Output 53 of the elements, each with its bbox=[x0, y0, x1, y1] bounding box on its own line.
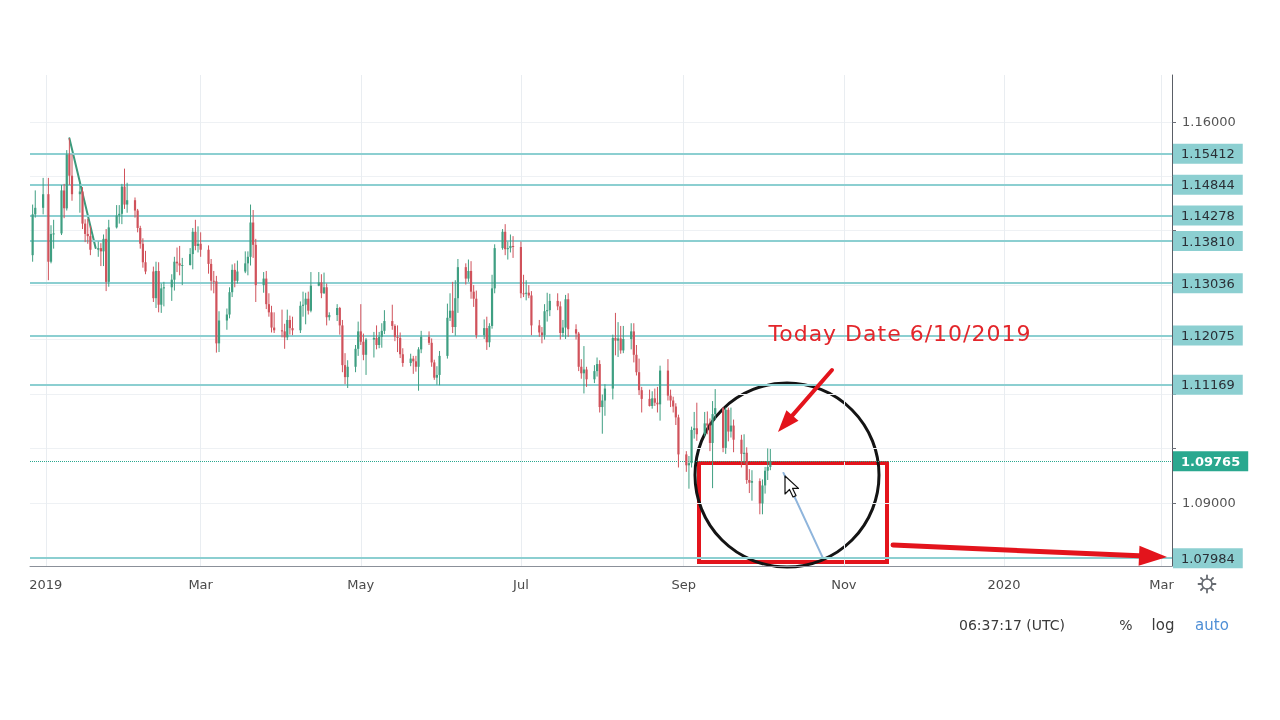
x-tick-label: Mar bbox=[1149, 577, 1175, 592]
ref-line-label: 1.15412 bbox=[1181, 146, 1235, 162]
candlestick bbox=[42, 177, 45, 215]
candlestick bbox=[126, 182, 129, 214]
text: log bbox=[1151, 616, 1175, 634]
text: 06:37:17 (UTC) bbox=[958, 617, 1066, 633]
candlestick bbox=[307, 291, 310, 316]
x-tick-label: 2020 bbox=[987, 577, 1021, 592]
text: auto bbox=[1195, 616, 1229, 634]
ref-line-label: 1.13810 bbox=[1181, 233, 1235, 249]
x-tick-label: 2019 bbox=[29, 577, 63, 592]
candlestick bbox=[304, 292, 307, 325]
candlestick bbox=[63, 183, 66, 219]
candlestick bbox=[758, 477, 761, 515]
candlestick bbox=[123, 168, 126, 210]
x-tick-label: Sep bbox=[671, 577, 696, 592]
ref-line-label: 1.11169 bbox=[1181, 377, 1235, 393]
candlestick bbox=[181, 257, 184, 286]
candlestick bbox=[750, 469, 754, 502]
ref-line-label: 1.12075 bbox=[1181, 327, 1235, 343]
candlestick bbox=[501, 228, 504, 251]
x-tick-label: Mar bbox=[188, 577, 214, 592]
candlestick bbox=[236, 260, 239, 284]
x-tick-label: Nov bbox=[831, 577, 857, 592]
candlestick bbox=[467, 259, 470, 283]
candlestick bbox=[619, 325, 622, 355]
candlestick bbox=[438, 350, 441, 386]
text: % bbox=[1119, 617, 1133, 633]
ref-line-label: 1.09765 bbox=[1181, 453, 1241, 469]
candlestick bbox=[685, 450, 688, 473]
annotation: Today Date 6/10/2019 bbox=[767, 321, 1032, 346]
candlestick bbox=[464, 262, 467, 286]
candlestick bbox=[695, 402, 698, 442]
ref-line-label: 1.14278 bbox=[1181, 208, 1235, 224]
y-tick-label: 1.09000 bbox=[1182, 495, 1236, 511]
candlestick bbox=[78, 181, 81, 214]
x-tick-label: Jul bbox=[512, 577, 529, 592]
ref-line-label: 1.07984 bbox=[1181, 550, 1235, 566]
ref-line-label: 1.14844 bbox=[1181, 177, 1235, 193]
candlestick bbox=[115, 204, 118, 230]
y-tick-label: 1.16000 bbox=[1182, 114, 1236, 130]
candlestick bbox=[178, 245, 181, 276]
x-tick-label: May bbox=[347, 577, 375, 592]
candlestick bbox=[585, 366, 588, 388]
candlestick bbox=[199, 231, 202, 258]
candlestick bbox=[740, 434, 743, 468]
candlestick bbox=[630, 322, 633, 350]
ref-line-label: 1.13036 bbox=[1181, 275, 1235, 291]
candlestick bbox=[291, 316, 294, 336]
candlestick bbox=[732, 419, 735, 453]
candlestick bbox=[194, 219, 197, 251]
candlestick bbox=[703, 411, 706, 437]
candlestick bbox=[160, 282, 163, 314]
